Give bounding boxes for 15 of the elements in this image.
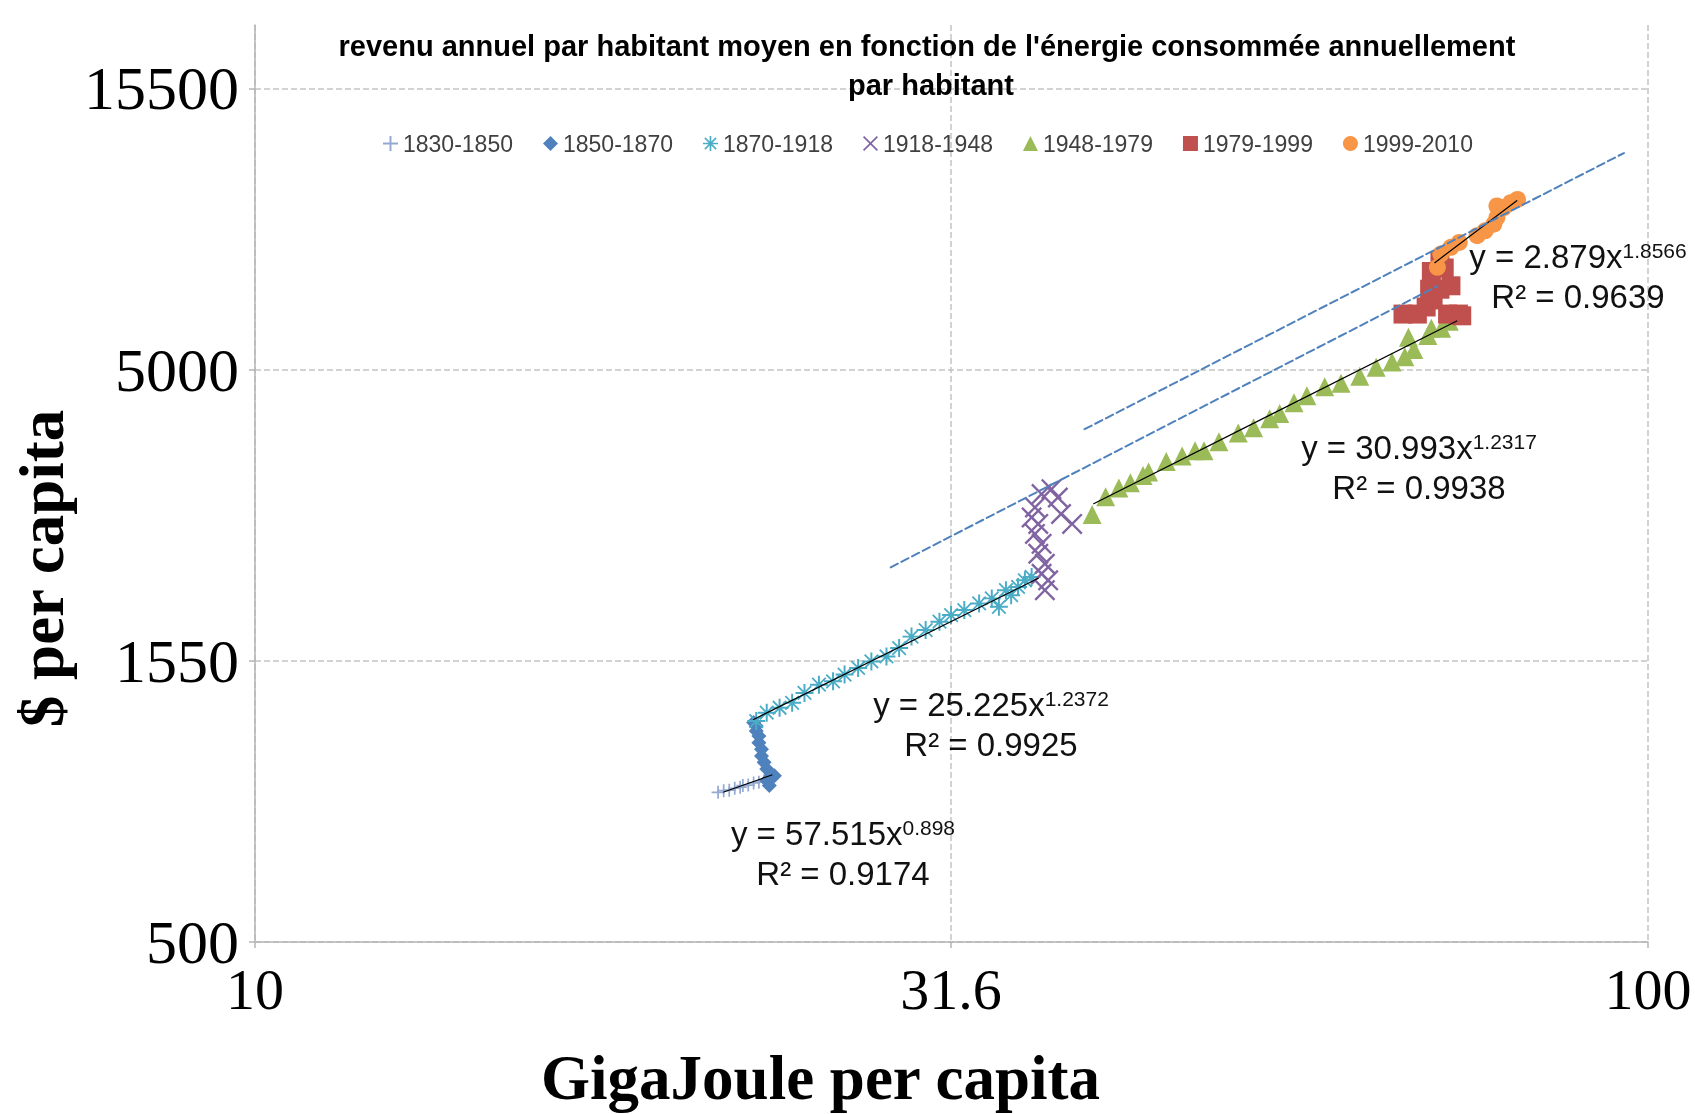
legend-label: 1830-1850 — [403, 130, 513, 157]
y-tick-label: 15500 — [84, 54, 239, 123]
legend-label: 1999-2010 — [1362, 130, 1473, 157]
legend-label: 1979-1999 — [1202, 130, 1313, 157]
y-tick-label: 1550 — [115, 626, 239, 695]
legend-label: 1918-1948 — [882, 130, 993, 157]
legend-label: 1870-1918 — [722, 130, 833, 157]
text: revenu annuel par habitant moyen en fonction de l'énergie consommée annuellement par habitant — [338, 29, 1524, 101]
x-tick-label: 100 — [1604, 956, 1692, 1022]
x-axis-title: GigaJoule per capita — [541, 1042, 1100, 1113]
y-axis-title: $ per capita — [6, 409, 77, 728]
legend-label: 1948-1979 — [1042, 130, 1153, 157]
x-tick-label: 31.6 — [900, 956, 1002, 1022]
legend-label: 1850-1870 — [562, 130, 673, 157]
y-tick-label: 5000 — [115, 335, 239, 404]
